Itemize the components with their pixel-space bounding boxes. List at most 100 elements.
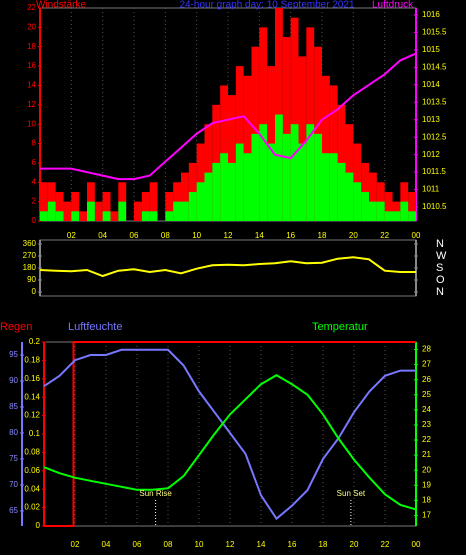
y-tick-label: 85: [9, 402, 18, 411]
y-tick-label: 6: [32, 158, 37, 167]
y-tick-label: 1010.5: [422, 202, 447, 211]
y-tick-label: 17: [422, 511, 431, 520]
bar: [141, 191, 150, 221]
x-tick-label: 20: [350, 540, 359, 549]
bar: [400, 201, 409, 221]
y-tick-label: N: [436, 238, 444, 250]
bar: [149, 211, 158, 221]
bar: [376, 201, 385, 221]
bar: [353, 182, 362, 221]
bar: [228, 95, 236, 221]
y-tick-label: 1014: [422, 80, 440, 89]
y-tick-label: 0.02: [24, 503, 40, 512]
bar: [102, 191, 111, 221]
bar: [71, 191, 80, 221]
y-tick-label: 1015.5: [422, 28, 447, 37]
y-tick-label: 10: [27, 119, 36, 128]
bar: [196, 182, 205, 221]
bar: [361, 191, 369, 221]
bar: [376, 182, 385, 221]
y-tick-label: 0.2: [29, 337, 41, 346]
x-tick-label: 18: [319, 540, 328, 549]
x-tick-label: 16: [286, 231, 295, 240]
bar: [369, 172, 377, 221]
bar: [243, 75, 252, 221]
bar: [267, 143, 275, 221]
y-tick-label: 1012.5: [422, 132, 447, 141]
y-tick-label: 18: [422, 495, 431, 504]
bar: [322, 153, 330, 221]
bar: [55, 191, 64, 221]
bar: [141, 211, 150, 221]
data-line: [43, 374, 417, 511]
bar: [118, 201, 127, 221]
bar: [40, 182, 48, 221]
y-tick-label: 18: [27, 42, 36, 51]
bar: [282, 133, 291, 221]
y-tick-label: 1015: [422, 45, 440, 54]
x-tick-label: 04: [98, 231, 107, 240]
x-tick-label: 00: [412, 540, 421, 549]
bar: [220, 85, 228, 221]
y-tick-label: 1011: [422, 185, 440, 194]
y-tick-label: 0.1: [29, 429, 41, 438]
chart-title: 24-hour graph day: 10 September 2021: [179, 0, 355, 11]
y-tick-label: 20: [27, 22, 36, 31]
bar: [408, 211, 416, 221]
bar: [165, 211, 174, 221]
y-tick-label: 24: [422, 405, 431, 414]
y-tick-label: 270: [23, 251, 37, 260]
x-tick-label: 14: [257, 540, 266, 549]
bar: [47, 201, 56, 221]
bar: [55, 211, 64, 221]
y-tick-label: 90: [27, 275, 36, 284]
y-tick-label: 70: [9, 480, 18, 489]
y-tick-label: 0: [32, 287, 37, 296]
y-tick-label: 0.16: [24, 374, 40, 383]
y-tick-label: 180: [23, 263, 37, 272]
y-tick-label: 28: [422, 345, 431, 354]
bar: [87, 182, 95, 221]
y-tick-label: 0.12: [24, 411, 40, 420]
x-tick-label: 10: [192, 231, 201, 240]
bar: [173, 201, 181, 221]
bar: [298, 143, 307, 221]
x-tick-label: 18: [318, 231, 327, 240]
y-tick-label: 0.04: [24, 484, 40, 493]
bar: [345, 172, 354, 221]
y-tick-label: 25: [422, 390, 431, 399]
x-tick-label: 02: [71, 540, 80, 549]
bar: [228, 162, 236, 221]
axis-label: Luftfeuchte: [68, 321, 122, 333]
bar: [392, 211, 401, 221]
y-tick-label: O: [436, 274, 445, 286]
data-line: [40, 52, 417, 181]
bar: [243, 153, 252, 221]
y-tick-label: 0: [32, 216, 37, 225]
bar: [71, 211, 80, 221]
x-tick-label: 16: [288, 540, 297, 549]
bar: [275, 114, 283, 221]
bar: [220, 153, 228, 221]
bar: [306, 124, 315, 221]
y-tick-label: N: [436, 286, 444, 298]
bar: [259, 124, 268, 221]
y-tick-label: 22: [422, 435, 431, 444]
bar: [188, 191, 197, 221]
y-tick-label: 1016: [422, 10, 440, 19]
y-tick-label: 27: [422, 360, 431, 369]
x-tick-label: 12: [224, 231, 233, 240]
x-tick-label: 10: [195, 540, 204, 549]
y-tick-label: 0.08: [24, 448, 40, 457]
x-tick-label: 22: [381, 540, 390, 549]
x-tick-label: 04: [102, 540, 111, 549]
axis-label: Windstärke: [36, 0, 86, 11]
y-tick-label: 26: [422, 375, 431, 384]
x-tick-label: 06: [133, 540, 142, 549]
y-tick-label: 21: [422, 450, 431, 459]
bar: [212, 162, 221, 221]
bar: [408, 191, 416, 221]
y-tick-label: 19: [422, 480, 431, 489]
y-tick-label: 360: [23, 239, 37, 248]
y-tick-label: 23: [422, 420, 431, 429]
